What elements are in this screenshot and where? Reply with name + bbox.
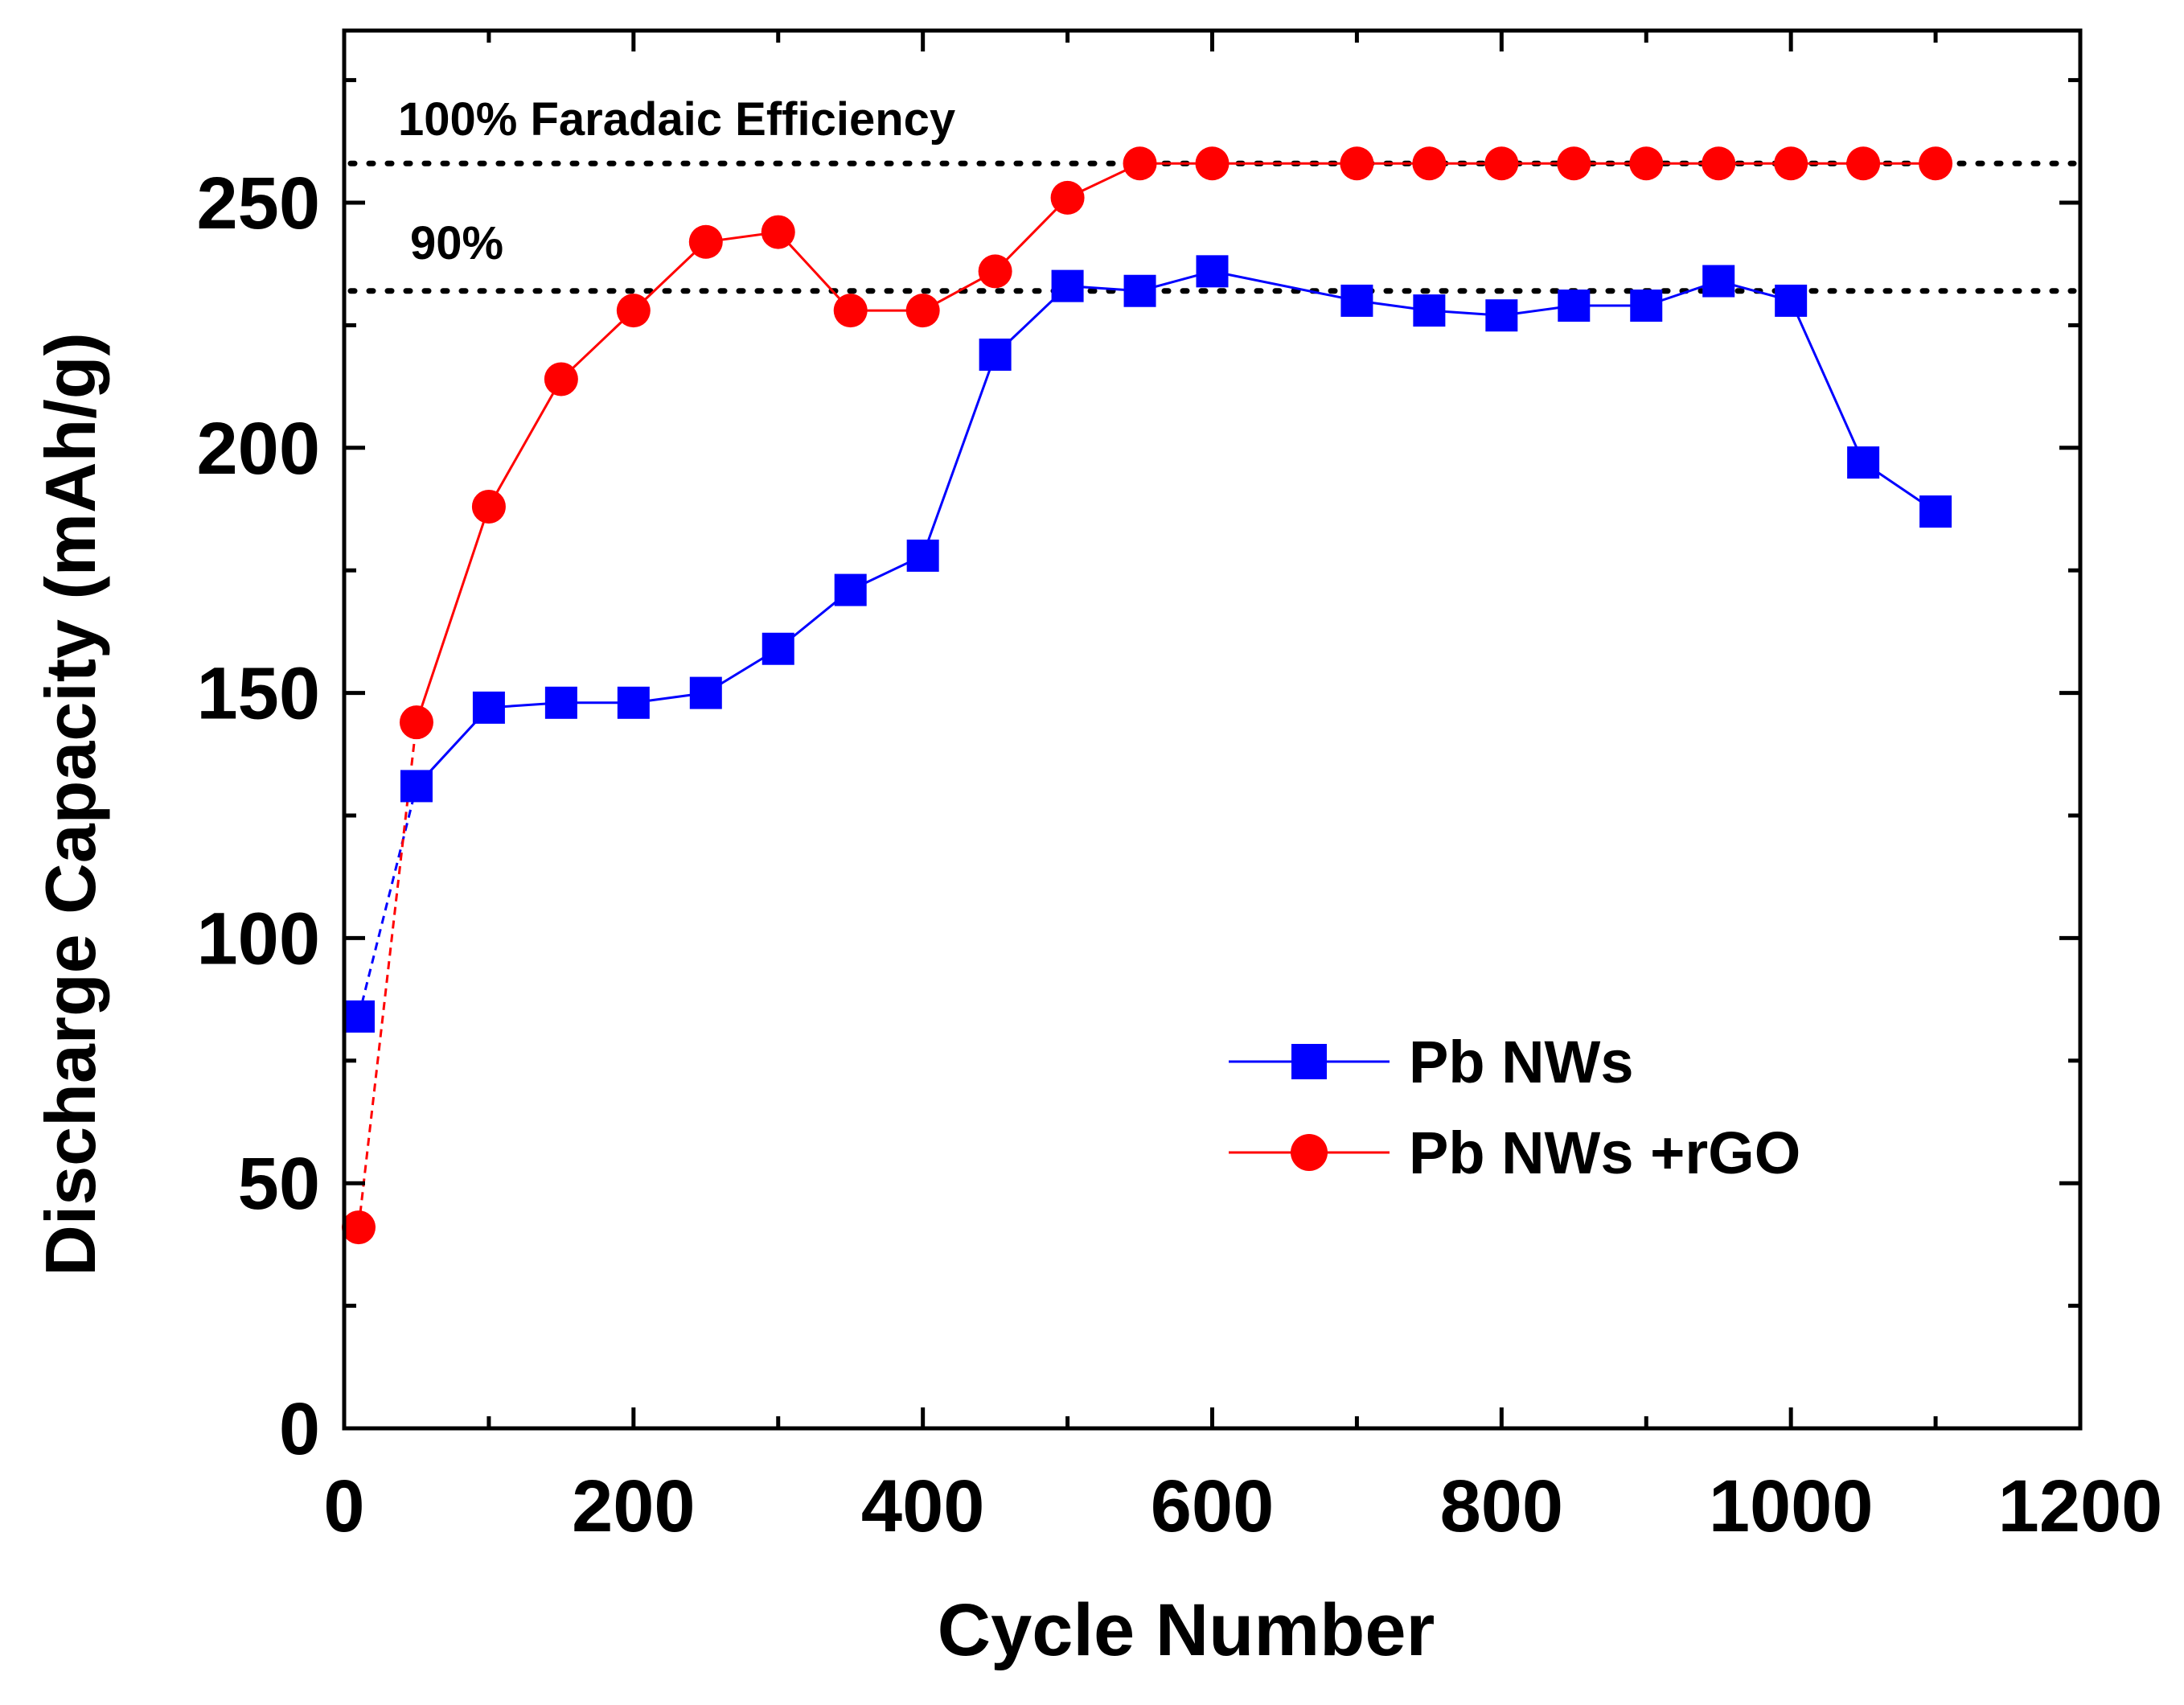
annotation-100-faradaic-efficiency: 100% Faradaic Efficiency bbox=[398, 93, 955, 146]
annotation-90-percent: 90% bbox=[410, 217, 503, 269]
data-point-pb-nws bbox=[1847, 446, 1880, 479]
data-point-pb-nws-rgo bbox=[1702, 146, 1736, 181]
x-tick-label: 600 bbox=[1151, 1465, 1275, 1547]
data-point-pb-nws-rgo bbox=[1412, 146, 1447, 181]
data-point-pb-nws-rgo bbox=[1919, 146, 1953, 181]
x-tick-label: 1000 bbox=[1709, 1465, 1874, 1547]
x-tick-label: 800 bbox=[1440, 1465, 1564, 1547]
legend-label-pb-nws: Pb NWs bbox=[1409, 1029, 1634, 1095]
series-segment-pb-nws-rgo bbox=[487, 378, 563, 507]
data-point-pb-nws-rgo bbox=[341, 1210, 376, 1245]
data-point-pb-nws bbox=[762, 632, 794, 665]
data-point-pb-nws-rgo bbox=[1050, 180, 1085, 215]
series-segment-pb-nws-rgo bbox=[777, 231, 852, 312]
series-markers bbox=[341, 146, 1953, 1245]
data-point-pb-nws bbox=[1413, 294, 1446, 327]
y-tick-label: 150 bbox=[197, 653, 321, 735]
data-point-pb-nws-rgo bbox=[688, 224, 723, 259]
series-segment-pb-nws-rgo bbox=[415, 506, 491, 723]
series-segment-pb-nws-rgo bbox=[994, 196, 1069, 273]
x-tick-label: 1200 bbox=[1998, 1465, 2163, 1547]
y-tick-label: 100 bbox=[197, 898, 321, 980]
data-point-pb-nws bbox=[544, 686, 577, 719]
x-tick-label: 0 bbox=[323, 1465, 364, 1547]
y-tick-label: 250 bbox=[197, 162, 321, 244]
data-point-pb-nws bbox=[472, 691, 505, 724]
data-point-pb-nws-rgo bbox=[905, 294, 940, 328]
data-point-pb-nws-rgo bbox=[1195, 146, 1230, 181]
x-axis-title: Cycle Number bbox=[938, 1589, 1435, 1671]
data-point-pb-nws-rgo bbox=[1846, 146, 1881, 181]
x-tick-label: 400 bbox=[861, 1465, 985, 1547]
series-segment-pb-nws bbox=[1212, 269, 1357, 302]
data-point-pb-nws-rgo bbox=[1340, 146, 1374, 181]
data-point-pb-nws bbox=[1340, 284, 1373, 317]
data-point-pb-nws bbox=[1558, 290, 1591, 323]
data-point-pb-nws bbox=[1630, 290, 1663, 323]
data-point-pb-nws bbox=[1123, 274, 1156, 307]
axis-tick-labels: 0 200 400 600 800 1000 1200 0 50 100 150 200 250 bbox=[197, 162, 2163, 1547]
series-segment-pb-nws bbox=[1789, 300, 1865, 463]
data-point-pb-nws bbox=[342, 1000, 375, 1033]
y-tick-label: 50 bbox=[238, 1143, 320, 1225]
data-point-pb-nws bbox=[906, 539, 939, 572]
data-point-pb-nws bbox=[1919, 495, 1952, 528]
series-segment-pb-nws-rgo bbox=[357, 722, 418, 1228]
series-segment-pb-nws bbox=[922, 354, 997, 557]
data-point-pb-nws bbox=[834, 573, 867, 606]
data-point-pb-nws bbox=[400, 770, 433, 803]
data-point-pb-nws bbox=[1775, 284, 1808, 317]
data-point-pb-nws-rgo bbox=[616, 294, 651, 328]
data-point-pb-nws bbox=[1196, 255, 1229, 288]
data-point-pb-nws-rgo bbox=[544, 362, 578, 396]
data-point-pb-nws-rgo bbox=[399, 705, 433, 740]
legend-marker-pb-nws-rgo bbox=[1291, 1134, 1328, 1171]
data-point-pb-nws-rgo bbox=[761, 215, 795, 249]
legend: Pb NWs Pb NWs +rGO bbox=[1229, 1029, 1800, 1186]
data-point-pb-nws bbox=[689, 676, 722, 709]
data-point-pb-nws-rgo bbox=[978, 254, 1012, 289]
data-point-pb-nws bbox=[617, 686, 650, 719]
x-tick-label: 200 bbox=[572, 1465, 696, 1547]
data-point-pb-nws-rgo bbox=[1774, 146, 1808, 181]
y-axis-title: Discharge Capacity (mAh/g) bbox=[31, 332, 110, 1276]
data-point-pb-nws bbox=[1485, 299, 1518, 332]
axis-ticks bbox=[342, 31, 2083, 1431]
y-tick-label: 200 bbox=[197, 408, 321, 490]
data-point-pb-nws-rgo bbox=[471, 489, 506, 524]
legend-marker-pb-nws bbox=[1291, 1044, 1327, 1079]
data-point-pb-nws-rgo bbox=[1123, 146, 1157, 181]
y-tick-label: 0 bbox=[279, 1388, 320, 1470]
data-point-pb-nws bbox=[1702, 265, 1735, 298]
data-point-pb-nws bbox=[1051, 269, 1084, 302]
legend-label-pb-nws-rgo: Pb NWs +rGO bbox=[1409, 1120, 1800, 1186]
series-segment-pb-nws bbox=[357, 786, 418, 1017]
data-point-pb-nws-rgo bbox=[1484, 146, 1519, 181]
data-point-pb-nws-rgo bbox=[833, 294, 868, 328]
data-point-pb-nws-rgo bbox=[1629, 146, 1664, 181]
data-point-pb-nws-rgo bbox=[1557, 146, 1591, 181]
data-point-pb-nws bbox=[979, 338, 1012, 371]
